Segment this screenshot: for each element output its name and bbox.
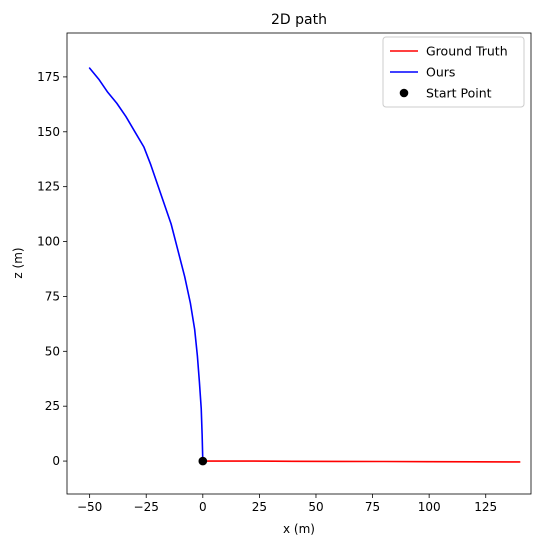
series-layer [88, 67, 521, 463]
y-tick-label: 50 [45, 344, 60, 358]
legend-items: Ground Truth Ours Start Point [390, 44, 508, 101]
y-tick-label: 25 [45, 399, 60, 413]
legend: Ground Truth Ours Start Point [382, 36, 525, 108]
y-axis-ticks: 0 25 50 75 100 125 150 175 [37, 70, 67, 468]
legend-label-start-point: Start Point [426, 86, 492, 101]
y-tick-label: 125 [37, 180, 60, 194]
start-point-marker [198, 456, 208, 466]
plot-area [66, 32, 532, 495]
series-line-ground-truth [202, 460, 521, 463]
x-tick-label: −25 [134, 500, 159, 514]
legend-swatch-start-point [399, 88, 409, 98]
y-tick-label: 75 [45, 289, 60, 303]
x-tick-label: −50 [77, 500, 102, 514]
series-line-ours [88, 67, 204, 462]
x-axis-ticks: −50 −25 0 25 50 75 100 125 [77, 494, 497, 514]
chart-title: 2D path [271, 12, 327, 28]
x-tick-label: 25 [252, 500, 267, 514]
x-tick-label: 0 [199, 500, 207, 514]
x-axis-label: x (m) [283, 522, 315, 536]
plot-frame [66, 32, 532, 495]
y-axis-label: z (m) [11, 247, 25, 278]
x-tick-label: 50 [308, 500, 323, 514]
legend-box [382, 36, 525, 108]
legend-label-ground-truth: Ground Truth [426, 44, 508, 59]
plot-background [67, 33, 531, 494]
y-tick-label: 0 [52, 454, 60, 468]
x-tick-label: 75 [365, 500, 380, 514]
x-tick-label: 100 [418, 500, 441, 514]
x-tick-label: 125 [474, 500, 497, 514]
marker-layer [198, 456, 208, 466]
y-tick-label: 150 [37, 125, 60, 139]
y-tick-label: 175 [37, 70, 60, 84]
y-tick-label: 100 [37, 235, 60, 249]
legend-label-ours: Ours [426, 65, 455, 80]
